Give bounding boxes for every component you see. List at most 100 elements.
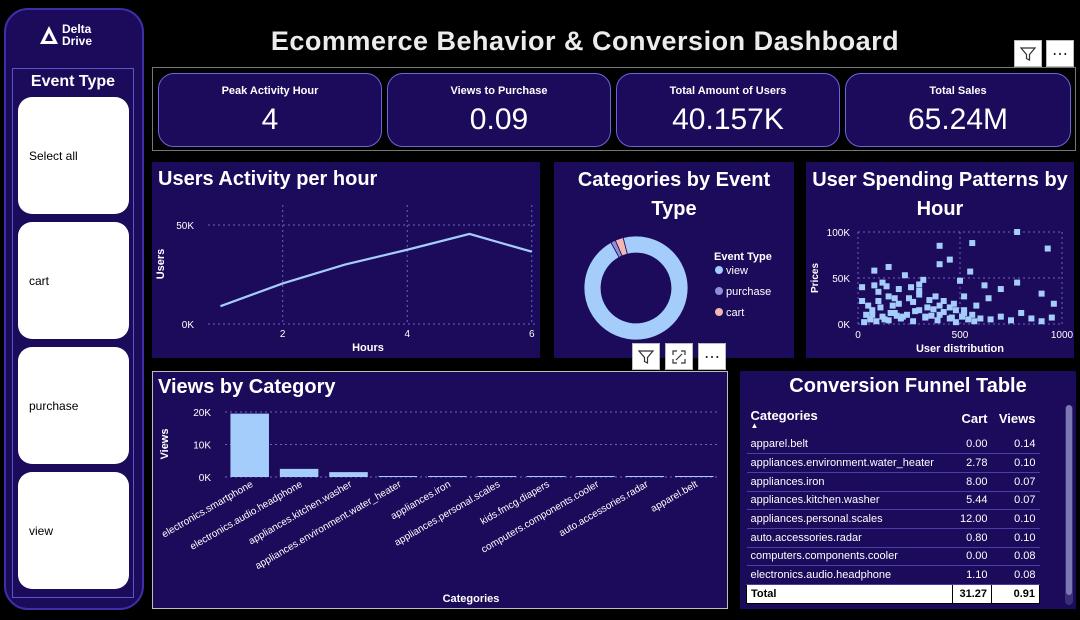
slicer-option-cart[interactable]: cart [18, 222, 129, 339]
column-header-views[interactable]: Views [998, 411, 1036, 426]
scatter-point [893, 312, 900, 319]
table-cell: 0.00 [952, 435, 992, 455]
y-tick-label: 0K [838, 320, 851, 331]
x-axis-label: Hours [352, 342, 384, 354]
visual-more-options-button[interactable]: ⋯ [698, 343, 726, 370]
scatter-point [895, 300, 902, 307]
table-row[interactable]: appliances.personal.scales 12.00 0.10 [746, 509, 1040, 529]
scatter-point [977, 315, 984, 322]
table-scrollbar-thumb[interactable] [1066, 405, 1072, 595]
focus-mode-button[interactable] [665, 343, 693, 370]
bar-appliances.personal.scales [477, 476, 516, 477]
users-activity-panel: Users Activity per hour 0K 50K 2 4 6 Hours Use… [152, 162, 540, 358]
x-tick-label: 0 [855, 330, 861, 341]
scatter-point [959, 313, 966, 320]
more-options-icon: ⋯ [1052, 45, 1068, 63]
logo-text: Delta Drive [62, 23, 92, 47]
scatter-point [936, 311, 943, 318]
event-type-slicer: Event Type Select all cart purchase view [12, 68, 134, 598]
x-tick-label: 4 [404, 329, 410, 340]
scatter-point [1038, 318, 1045, 325]
bar-appliances.environment.water_heater [378, 476, 418, 477]
bar-computers.components.cooler [576, 476, 615, 477]
y-tick-label: 50K [176, 221, 194, 232]
more-options-button[interactable]: ⋯ [1046, 40, 1074, 67]
scatter-point [997, 313, 1004, 320]
scatter-point [997, 286, 1004, 293]
y-axis-label: Prices [810, 263, 821, 293]
column-header-categories[interactable]: Categories ▲ [747, 405, 953, 435]
scatter-point [885, 263, 892, 270]
bar-auto.accessories.radar [625, 476, 665, 477]
bar-kids.fmcg.diapers [526, 476, 566, 477]
table-cell: 31.27 [951, 584, 993, 604]
kpi-label: Peak Activity Hour [221, 85, 319, 97]
slicer-option-view[interactable]: view [18, 472, 129, 589]
scatter-point [889, 302, 896, 309]
table-cell: 8.00 [952, 472, 992, 492]
scatter-point [950, 300, 957, 307]
table-cell: 0.00 [952, 547, 992, 567]
table-row[interactable]: computers.components.cooler 0.00 0.08 [746, 547, 1040, 567]
scatter-point [875, 298, 882, 304]
filter-button[interactable] [1014, 40, 1042, 67]
table-cell: 0.08 [991, 547, 1040, 567]
table-row[interactable]: auto.accessories.radar 0.80 0.10 [746, 528, 1040, 548]
scatter-point [948, 314, 955, 321]
table-row[interactable]: apparel.belt 0.00 0.14 [746, 435, 1040, 455]
slicer-option-select-all[interactable]: Select all [18, 97, 129, 214]
scatter-point [924, 304, 931, 311]
scatter-point [859, 298, 866, 304]
scatter-point [1048, 314, 1055, 321]
scatter-point [961, 307, 968, 314]
kpi-label: Total Sales [929, 85, 987, 97]
kpi-peak-activity-hour: Peak Activity Hour 4 [158, 73, 382, 147]
y-axis-label: Views [159, 429, 171, 460]
scatter-point [932, 293, 939, 300]
table-row[interactable]: appliances.environment.water_heater 2.78 0… [746, 453, 1040, 473]
table-cell: 5.44 [952, 491, 992, 511]
slicer-option-purchase[interactable]: purchase [18, 347, 129, 464]
x-tick-label: 500 [952, 330, 969, 341]
visual-filter-button[interactable] [632, 343, 660, 370]
scatter-point [1018, 309, 1025, 316]
table-total-row[interactable]: Total 31.27 0.91 [746, 584, 1040, 604]
chart-title: Categories by Event Type [577, 169, 771, 220]
table-row[interactable]: appliances.kitchen.washer 5.44 0.07 [746, 491, 1040, 511]
scatter-point [867, 316, 874, 323]
scatter-point [952, 307, 959, 314]
scatter-point [895, 286, 902, 293]
scatter-point [1044, 245, 1051, 252]
table-row[interactable]: appliances.iron 8.00 0.07 [746, 472, 1040, 492]
scatter-point [985, 295, 992, 302]
scatter-point [934, 317, 941, 324]
scatter-point [952, 319, 959, 326]
kpi-frame [152, 67, 1076, 151]
x-axis-label: Categories [443, 593, 500, 605]
conversion-funnel-table: Categories ▲ Cart Views apparel.belt 0.00 0… [746, 405, 1040, 604]
scatter-point [879, 279, 886, 286]
scatter-point [861, 319, 868, 326]
scatter-point [920, 276, 927, 283]
categories-by-event-panel: Categories by Event Type Event Type view p… [554, 162, 794, 358]
column-header-cart[interactable]: Cart [961, 411, 988, 426]
donut-slice-view [583, 235, 689, 341]
scatter-point [903, 311, 910, 318]
x-axis-label: User distribution [916, 343, 1004, 355]
table-cell: 1.10 [952, 565, 992, 585]
scatter-point [891, 295, 898, 302]
scatter-point [957, 277, 963, 284]
series-line-users [220, 232, 533, 308]
scatter-point [908, 284, 915, 291]
sort-ascending-icon: ▲ [750, 421, 759, 430]
scatter-chart: 0K 50K 100K 0 500 1000 User distribution Prices [810, 228, 1074, 355]
line-chart: 0K 50K 2 4 6 Hours Users [155, 205, 538, 354]
filter-icon [638, 349, 654, 364]
kpi-total-sales: Total Sales 65.24M [845, 73, 1071, 147]
legend-label-cart: cart [726, 307, 744, 319]
table-row[interactable]: electronics.audio.headphone 1.10 0.08 [746, 565, 1040, 585]
page-title: Ecommerce Behavior & Conversion Dashboar… [270, 26, 900, 56]
table-cell: 0.08 [991, 565, 1040, 585]
scatter-point [916, 291, 923, 298]
x-tick-label: 1000 [1051, 330, 1074, 341]
